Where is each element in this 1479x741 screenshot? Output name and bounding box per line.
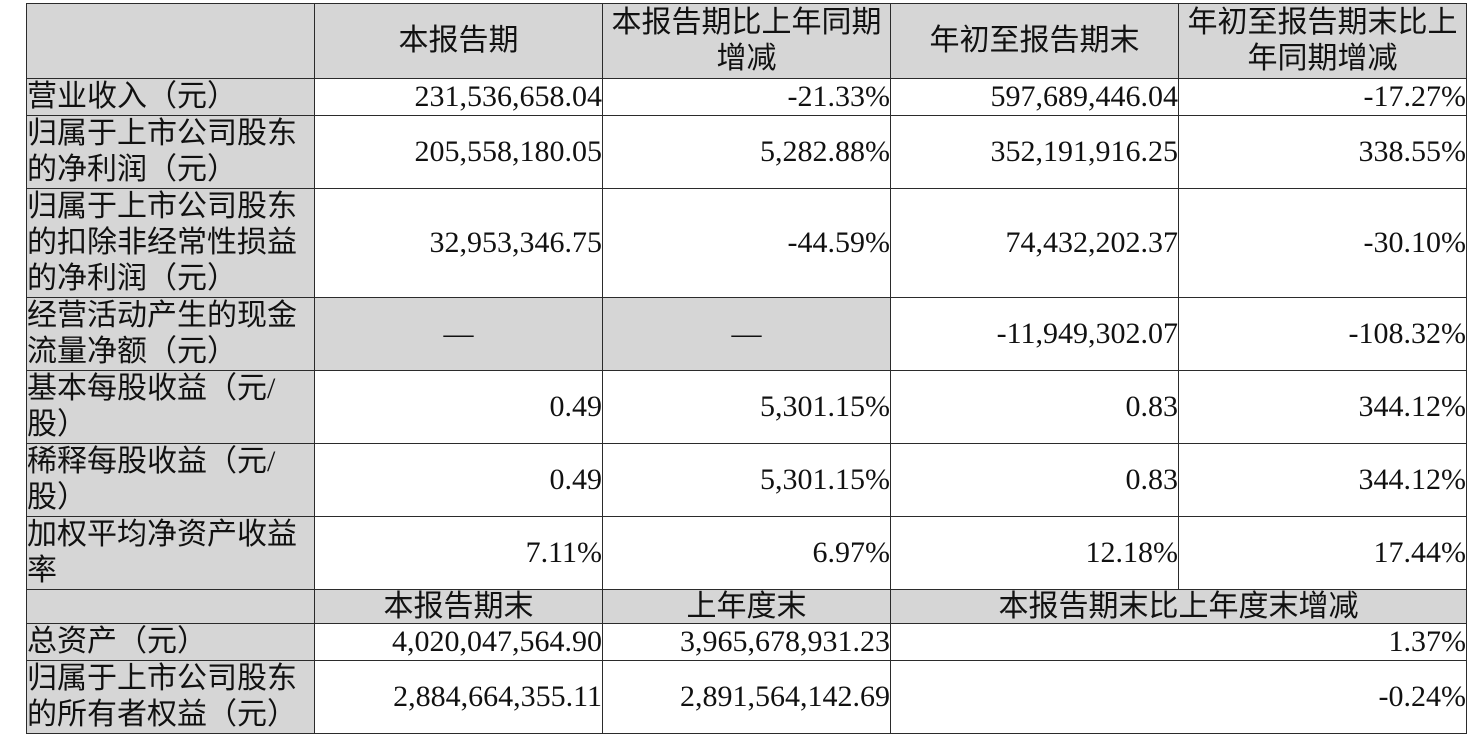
cell-value: 344.12% <box>1178 443 1467 517</box>
cell-value: -44.59% <box>602 188 891 298</box>
cell-value: 0.83 <box>890 370 1179 444</box>
cell-value: 17.44% <box>1178 516 1467 590</box>
row-label: 加权平均净资产收益率 <box>26 516 315 590</box>
header-period-end-vs-last-year-change: 本报告期末比上年度末增减 <box>890 589 1467 624</box>
cell-value: 231,536,658.04 <box>314 78 603 116</box>
row-label: 营业收入（元） <box>26 78 315 116</box>
cell-value: 2,891,564,142.69 <box>602 660 891 734</box>
header-blank-cell <box>26 589 315 624</box>
row-label: 归属于上市公司股东的净利润（元） <box>26 115 315 189</box>
cell-value: 344.12% <box>1178 370 1467 444</box>
table-row-operating-cash-flow: 经营活动产生的现金流量净额（元） — — -11,949,302.07 -108… <box>26 297 1467 371</box>
cell-value: 5,301.15% <box>602 370 891 444</box>
table-row-net-profit-excl-nonrecurring: 归属于上市公司股东的扣除非经常性损益的净利润（元） 32,953,346.75 … <box>26 188 1467 298</box>
table-row-weighted-avg-roe: 加权平均净资产收益率 7.11% 6.97% 12.18% 17.44% <box>26 516 1467 590</box>
table-row-operating-revenue: 营业收入（元） 231,536,658.04 -21.33% 597,689,4… <box>26 78 1467 116</box>
cell-value: 3,965,678,931.23 <box>602 623 891 661</box>
table-row-total-assets: 总资产（元） 4,020,047,564.90 3,965,678,931.23… <box>26 623 1467 661</box>
cell-value: -21.33% <box>602 78 891 116</box>
cell-value: 2,884,664,355.11 <box>314 660 603 734</box>
table-row-diluted-eps: 稀释每股收益（元/股） 0.49 5,301.15% 0.83 344.12% <box>26 443 1467 517</box>
header-current-period-yoy-change: 本报告期比上年同期增减 <box>602 3 891 79</box>
cell-value: 1.37% <box>890 623 1467 661</box>
cell-value: 6.97% <box>602 516 891 590</box>
cell-value: 7.11% <box>314 516 603 590</box>
key-financials-table: 本报告期 本报告期比上年同期增减 年初至报告期末 年初至报告期末比上年同期增减 … <box>26 3 1467 734</box>
cell-value: 5,282.88% <box>602 115 891 189</box>
row-label: 归属于上市公司股东的扣除非经常性损益的净利润（元） <box>26 188 315 298</box>
cell-value: 5,301.15% <box>602 443 891 517</box>
header-blank-cell <box>26 3 315 79</box>
cell-dash: — <box>602 297 891 371</box>
cell-value: 74,432,202.37 <box>890 188 1179 298</box>
cell-value: -0.24% <box>890 660 1467 734</box>
table-header-row-period: 本报告期 本报告期比上年同期增减 年初至报告期末 年初至报告期末比上年同期增减 <box>26 3 1467 79</box>
header-end-of-last-year: 上年度末 <box>602 589 891 624</box>
cell-value: 4,020,047,564.90 <box>314 623 603 661</box>
cell-value: 0.83 <box>890 443 1179 517</box>
cell-value: 0.49 <box>314 443 603 517</box>
row-label: 经营活动产生的现金流量净额（元） <box>26 297 315 371</box>
row-label: 稀释每股收益（元/股） <box>26 443 315 517</box>
cell-value: 205,558,180.05 <box>314 115 603 189</box>
cell-value: 338.55% <box>1178 115 1467 189</box>
row-label: 总资产（元） <box>26 623 315 661</box>
cell-value: 32,953,346.75 <box>314 188 603 298</box>
header-current-period: 本报告期 <box>314 3 603 79</box>
cell-dash: — <box>314 297 603 371</box>
cell-value: 597,689,446.04 <box>890 78 1179 116</box>
cell-value: -11,949,302.07 <box>890 297 1179 371</box>
cell-value: 12.18% <box>890 516 1179 590</box>
table-row-net-profit: 归属于上市公司股东的净利润（元） 205,558,180.05 5,282.88… <box>26 115 1467 189</box>
cell-value: -30.10% <box>1178 188 1467 298</box>
row-label: 归属于上市公司股东的所有者权益（元） <box>26 660 315 734</box>
header-end-of-period: 本报告期末 <box>314 589 603 624</box>
header-year-to-date-yoy-change: 年初至报告期末比上年同期增减 <box>1178 3 1467 79</box>
table-row-owners-equity: 归属于上市公司股东的所有者权益（元） 2,884,664,355.11 2,89… <box>26 660 1467 734</box>
cell-value: 0.49 <box>314 370 603 444</box>
row-label: 基本每股收益（元/股） <box>26 370 315 444</box>
cell-value: -17.27% <box>1178 78 1467 116</box>
table-row-basic-eps: 基本每股收益（元/股） 0.49 5,301.15% 0.83 344.12% <box>26 370 1467 444</box>
table-header-row-period-end: 本报告期末 上年度末 本报告期末比上年度末增减 <box>26 589 1467 624</box>
cell-value: 352,191,916.25 <box>890 115 1179 189</box>
cell-value: -108.32% <box>1178 297 1467 371</box>
header-year-to-date: 年初至报告期末 <box>890 3 1179 79</box>
